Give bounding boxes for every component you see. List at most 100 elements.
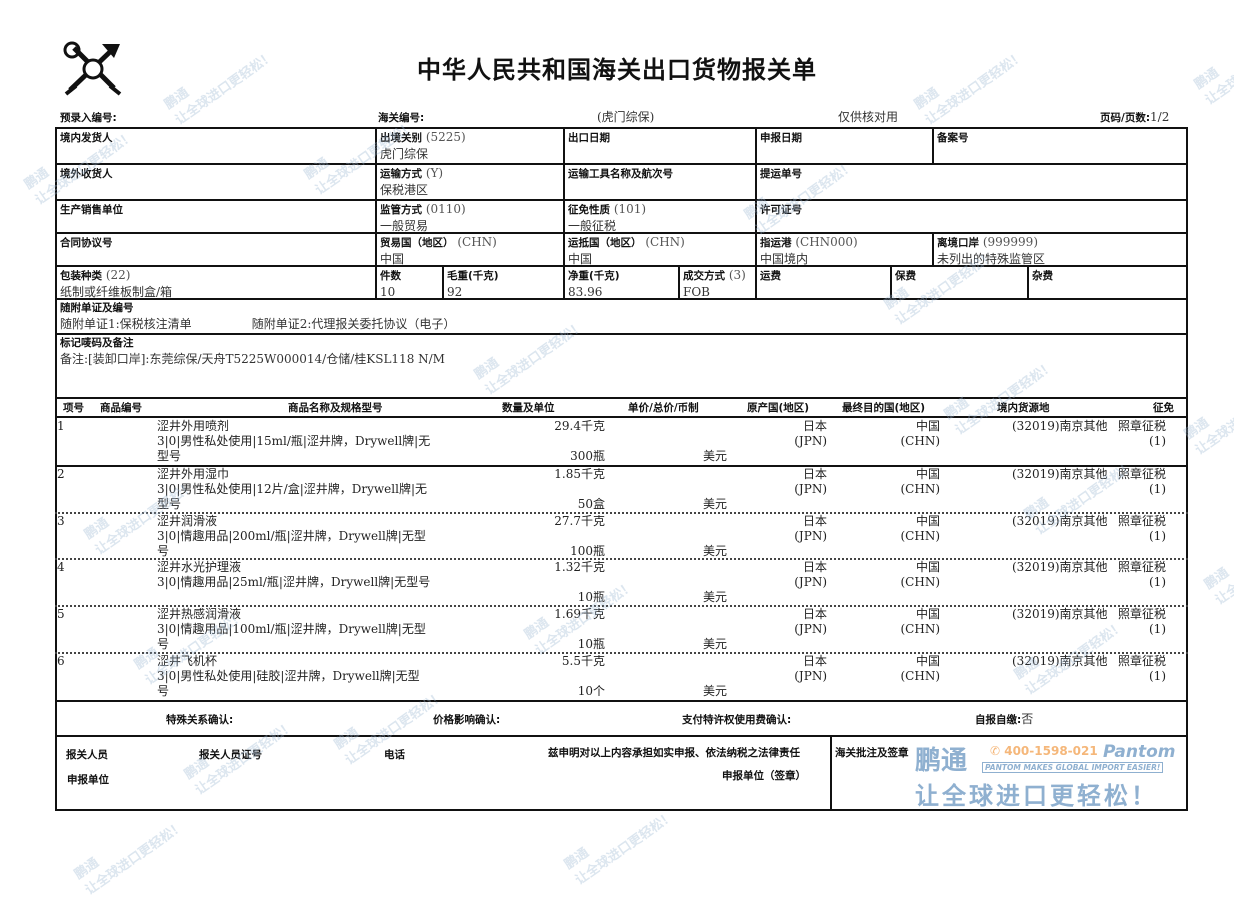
field-producer: 生产销售单位 <box>55 199 128 220</box>
watermark: 鹏通 让全球进口更轻松！ <box>1201 528 1234 609</box>
field-label: 毛重(千克) <box>447 270 499 282</box>
logo-phone-text: 400-1598-021 <box>1004 744 1098 758</box>
field-value: 未列出的特殊监管区 <box>937 252 1046 266</box>
item-no: 2 <box>57 467 65 481</box>
field-label: 生产销售单位 <box>60 204 123 216</box>
field-code: (CHN) <box>645 235 685 249</box>
field-license: 许可证号 <box>755 199 807 220</box>
item-qty-unit: 10瓶 <box>577 590 605 604</box>
field-package-type: 包装种类 (22) 纸制或纤维板制盒/箱 <box>55 265 177 302</box>
field-label: 备案号 <box>937 132 969 144</box>
field-label: 运输方式 <box>380 168 422 180</box>
item-destination: 中国 <box>915 419 940 433</box>
field-label: 征免性质 <box>568 204 610 216</box>
item-levy-code: (1) <box>1149 529 1166 543</box>
item-origin-code: (JPN) <box>794 575 827 589</box>
field-label: 包装种类 <box>60 270 102 282</box>
table-row: 4 涩井水光护理液 3|0|情趣用品|25ml/瓶|涩井牌，Drywell牌|无… <box>55 558 1188 605</box>
item-levy: 照章征税 <box>1117 560 1166 574</box>
field-label: 运输工具名称及航次号 <box>568 168 673 180</box>
pre-entry-label: 预录入编号: <box>60 112 117 124</box>
field-consignee: 境外收货人 <box>55 163 118 184</box>
field-value: 保税港区 <box>380 183 429 197</box>
field-label: 监管方式 <box>380 204 422 216</box>
field-export-date: 出口日期 <box>563 127 615 148</box>
item-name: 涩井热感润滑液 <box>157 607 242 621</box>
item-origin: 日本 <box>802 514 827 528</box>
item-levy-code: (1) <box>1149 482 1166 496</box>
pantom-logo: 鹏通 ✆ 400-1598-021 Pantom PANTOM MAKES GL… <box>915 740 1185 810</box>
item-qty-unit: 10个 <box>577 684 605 698</box>
field-code: (999999) <box>982 235 1038 249</box>
page-title: 中华人民共和国海关出口货物报关单 <box>417 56 817 84</box>
items-header-cell: 数量及单位 <box>502 402 555 414</box>
item-no: 5 <box>57 607 65 621</box>
item-no: 3 <box>57 514 65 528</box>
field-label: 申报日期 <box>760 132 802 144</box>
declaration-form <box>55 127 1188 811</box>
item-origin: 日本 <box>802 607 827 621</box>
item-levy-code: (1) <box>1149 622 1166 636</box>
items-header: 项号 商品编号 商品名称及规格型号 数量及单位 单价/总价/币制 原产国(地区) 最终目的国… <box>55 398 1188 416</box>
field-label: 离境口岸 <box>937 237 979 249</box>
field-value: 一般征税 <box>568 219 617 233</box>
logo-slogan-en: PANTOM MAKES GLOBAL IMPORT EASIER! <box>982 762 1164 773</box>
item-spec-cont: 号 <box>157 684 170 698</box>
item-spec-cont: 型号 <box>157 497 182 511</box>
item-origin: 日本 <box>802 560 827 574</box>
items-header-cell: 最终目的国(地区) <box>842 402 926 414</box>
field-code: (0110) <box>425 202 466 216</box>
special-relation-confirm: 特殊关系确认: <box>166 714 234 726</box>
field-net-weight: 净重(千克) 83.96 <box>563 265 625 302</box>
item-name: 涩井外用湿巾 <box>157 467 230 481</box>
item-origin: 日本 <box>802 654 827 668</box>
table-row: 6 涩井飞机杯 3|0|男性私处使用|硅胶|涩井牌，Drywell牌|无型 号 … <box>55 652 1188 699</box>
field-code: (5225) <box>425 130 466 144</box>
self-report-value: 否 <box>1021 712 1034 726</box>
field-label: 运抵国（地区） <box>568 237 642 249</box>
watermark: 鹏通 让全球进口更轻松！ <box>71 818 188 898</box>
item-destination-code: (CHN) <box>900 434 940 448</box>
field-value: 虎门综保 <box>380 147 429 161</box>
field-bill-no: 提运单号 <box>755 163 807 184</box>
field-pieces: 件数 10 <box>375 265 406 302</box>
item-spec: 3|0|男性私处使用|硅胶|涩井牌，Drywell牌|无型 <box>157 669 420 683</box>
item-levy: 照章征税 <box>1117 654 1166 668</box>
field-label: 提运单号 <box>760 168 802 180</box>
field-exit-port: 离境口岸 (999999) 未列出的特殊监管区 <box>932 232 1050 269</box>
field-label: 境外收货人 <box>60 168 113 180</box>
self-report: 自报自缴:否 <box>975 710 1033 727</box>
field-label: 件数 <box>380 270 401 282</box>
field-declare-date: 申报日期 <box>755 127 807 148</box>
page-number: 页码/页数:1/2 <box>1100 110 1169 125</box>
field-label: 合同协议号 <box>60 237 113 249</box>
field-freight: 运费 <box>755 265 786 286</box>
item-destination: 中国 <box>915 514 940 528</box>
field-trade-country: 贸易国（地区） (CHN) 中国 <box>375 232 502 269</box>
field-misc: 杂费 <box>1027 265 1058 286</box>
item-levy-code: (1) <box>1149 434 1166 448</box>
item-name: 涩井润滑液 <box>157 514 218 528</box>
items-header-cell: 境内货源地 <box>997 402 1050 414</box>
item-spec: 3|0|情趣用品|200ml/瓶|涩井牌，Drywell牌|无型 <box>157 529 426 543</box>
item-spec: 3|0|情趣用品|100ml/瓶|涩井牌，Drywell牌|无型 <box>157 622 426 636</box>
item-source: (32019)南京其他 <box>1012 560 1108 574</box>
item-origin-code: (JPN) <box>794 482 827 496</box>
table-row: 3 涩井润滑液 3|0|情趣用品|200ml/瓶|涩井牌，Drywell牌|无型… <box>55 512 1188 559</box>
field-value: 中国 <box>380 252 405 266</box>
field-levy-nature: 征免性质 (101) 一般征税 <box>563 199 651 236</box>
field-exit-customs: 出境关别 (5225) 虎门综保 <box>375 127 471 164</box>
logo-phone: ✆ 400-1598-021 <box>990 744 1098 758</box>
item-levy-code: (1) <box>1149 669 1166 683</box>
customs-emblem-icon <box>62 40 124 98</box>
item-source: (32019)南京其他 <box>1012 654 1108 668</box>
items-header-cell: 项号 <box>63 402 84 414</box>
field-label: 指运港 <box>760 237 792 249</box>
verify-note: 仅供核对用 <box>838 110 899 124</box>
item-destination-code: (CHN) <box>900 529 940 543</box>
phone-label: 电话 <box>384 749 405 761</box>
field-consignor: 境内发货人 <box>55 127 118 148</box>
item-levy: 照章征税 <box>1117 607 1166 621</box>
item-destination: 中国 <box>915 560 940 574</box>
field-code: (CHN) <box>457 235 497 249</box>
